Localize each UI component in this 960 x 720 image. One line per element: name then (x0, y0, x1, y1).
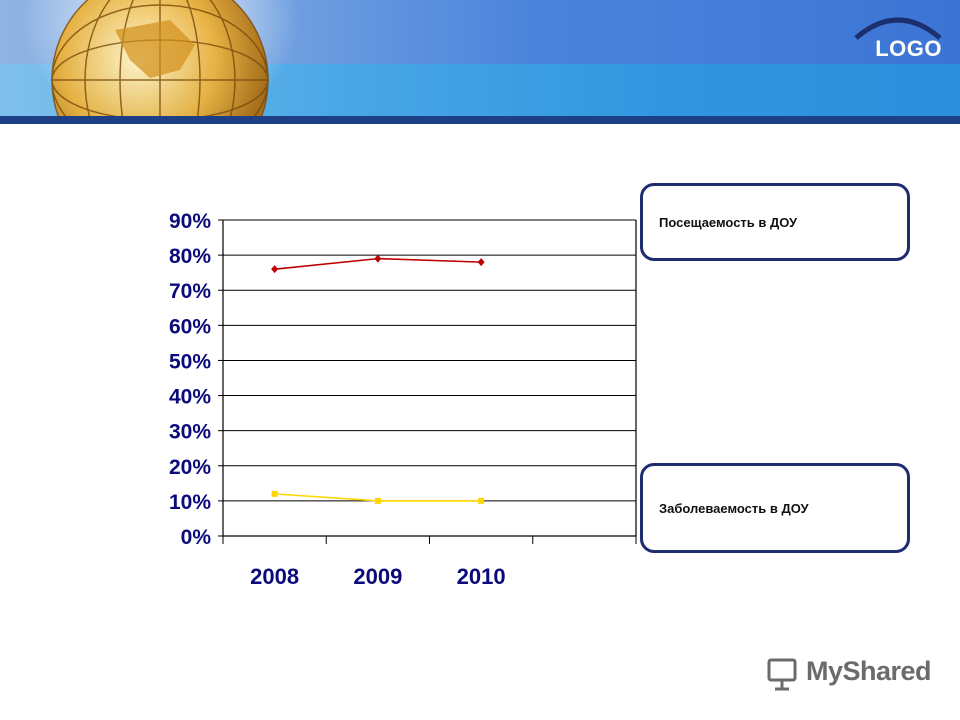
data-point (271, 265, 279, 274)
legend-box-morbidity: Заболеваемость в ДОУ (640, 463, 910, 553)
logo-swoosh-icon (854, 17, 942, 40)
y-tick-label: 20% (169, 456, 211, 479)
y-tick-label: 60% (169, 315, 211, 338)
x-tick-label: 2009 (353, 564, 402, 589)
x-tick-label: 2010 (457, 564, 506, 589)
y-tick-label: 40% (169, 386, 211, 409)
header-divider (0, 116, 960, 124)
data-point (478, 497, 485, 504)
watermark: MyShared (766, 656, 936, 696)
y-tick-label: 70% (169, 280, 211, 303)
legend-label-attendance: Посещаемость в ДОУ (659, 214, 798, 230)
y-tick-label: 90% (169, 210, 211, 233)
y-tick-label: 30% (169, 421, 211, 444)
y-tick-label: 0% (181, 526, 212, 549)
legend-box-attendance: Посещаемость в ДОУ (640, 183, 910, 261)
data-point (374, 254, 382, 263)
y-tick-label: 10% (169, 491, 211, 514)
y-tick-label: 80% (169, 245, 211, 268)
data-point (374, 497, 381, 504)
logo-text: LOGO (875, 36, 942, 61)
x-tick-label: 2008 (250, 564, 299, 589)
presentation-icon (767, 658, 797, 691)
globe-icon (20, 0, 300, 118)
data-point (271, 490, 278, 497)
watermark-text: MyShared (806, 656, 932, 686)
data-point (477, 258, 485, 267)
y-tick-label: 50% (169, 350, 211, 373)
header-banner: LOGO (0, 0, 960, 118)
legend-label-morbidity: Заболеваемость в ДОУ (659, 500, 809, 516)
